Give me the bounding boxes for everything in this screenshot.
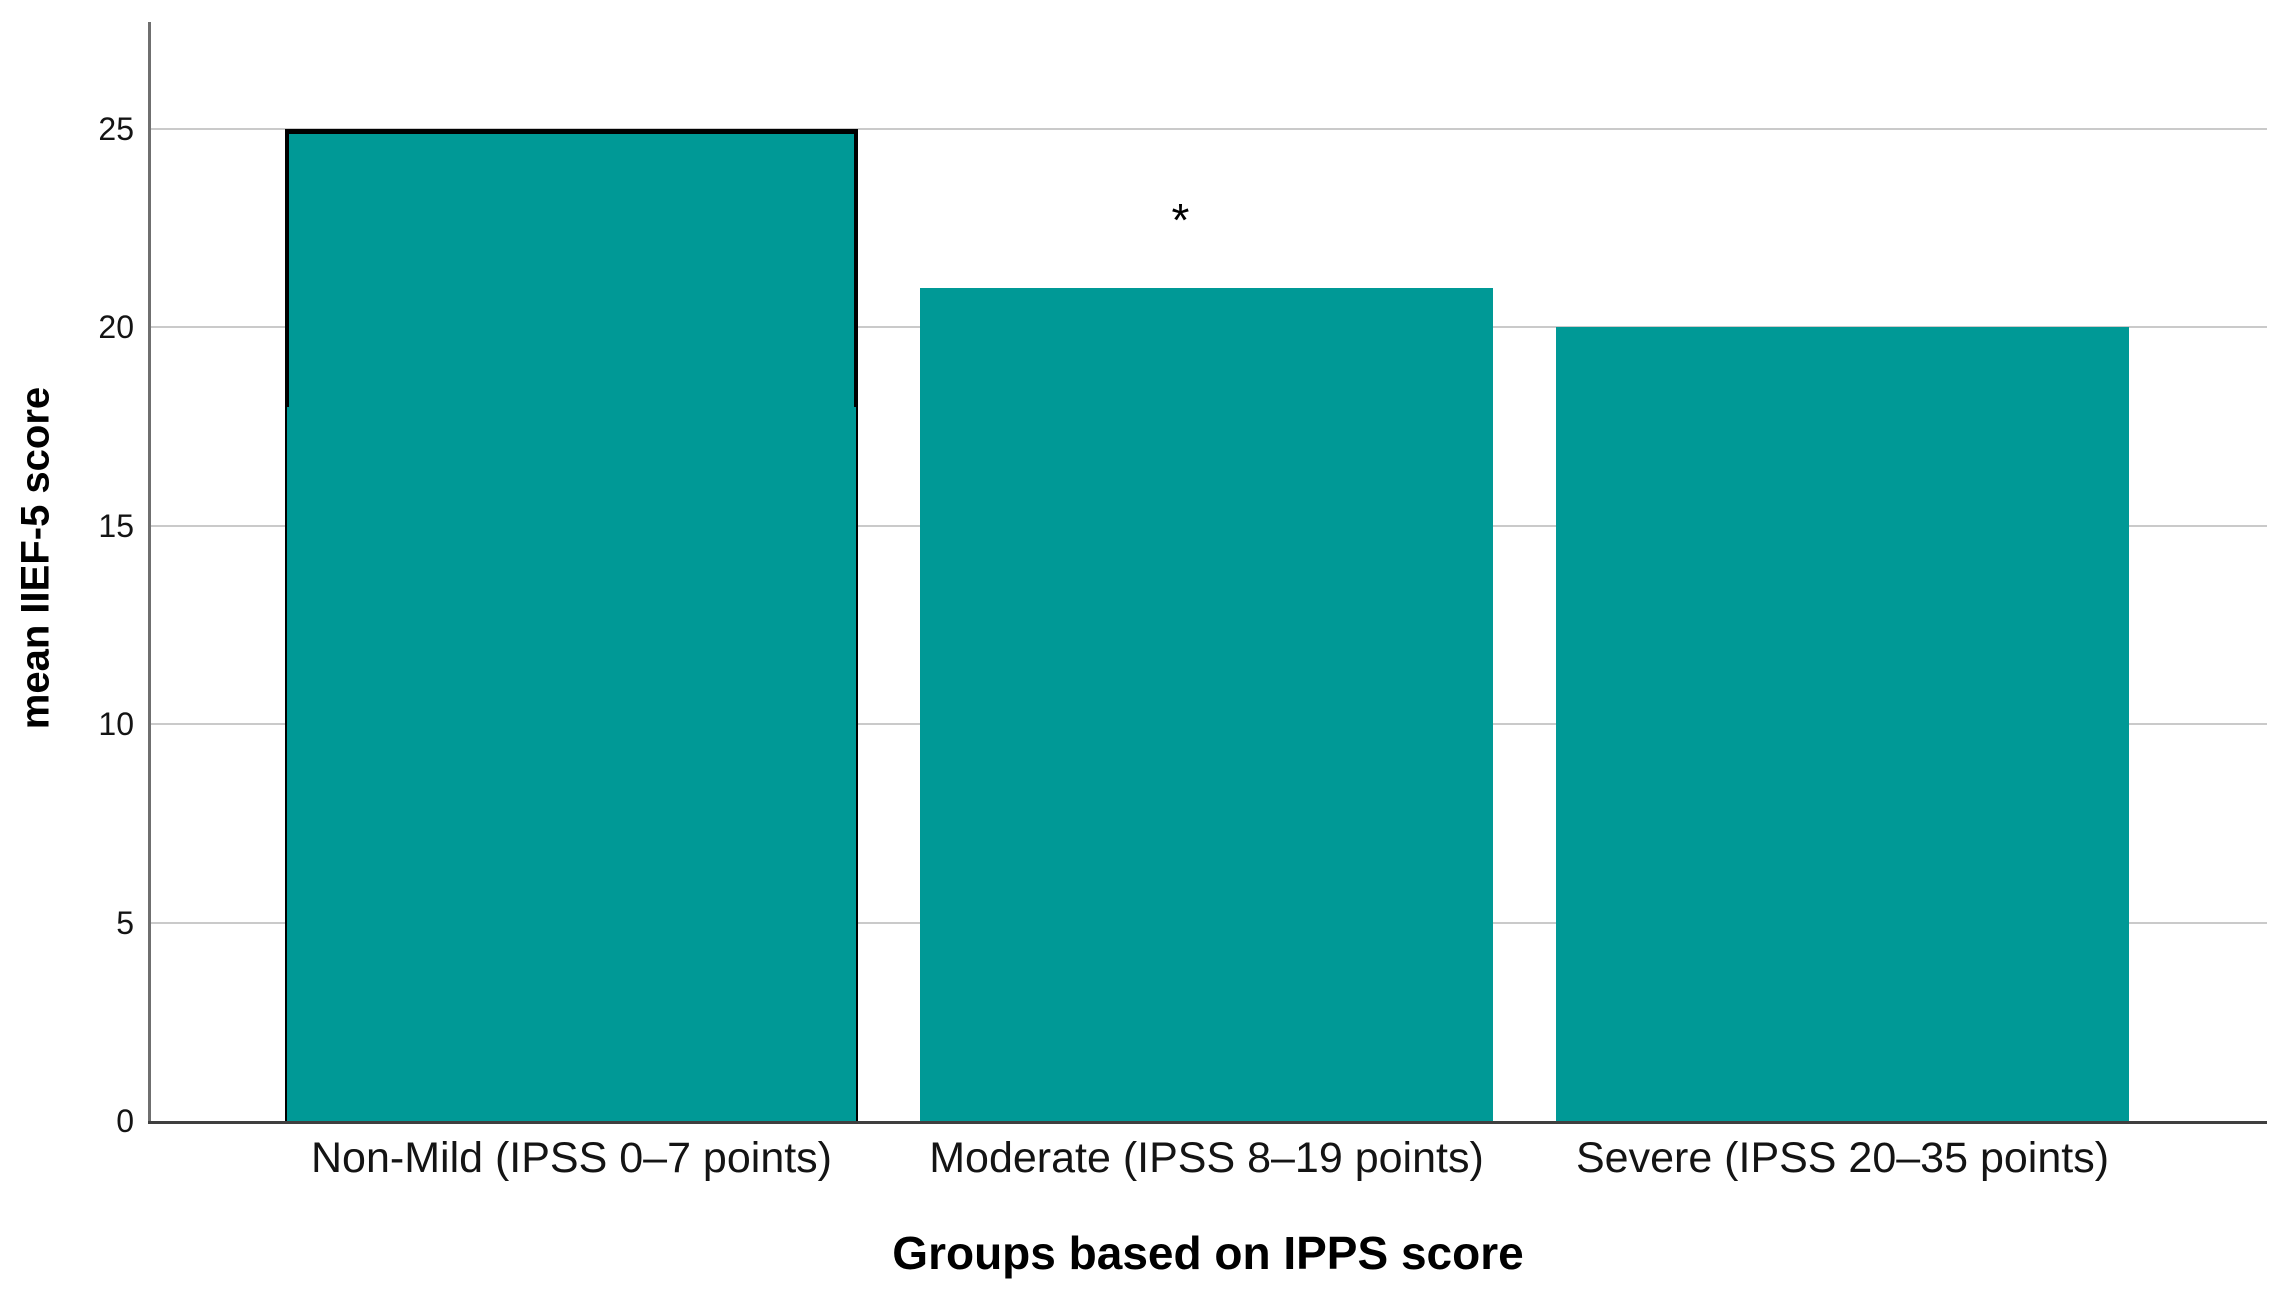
y-axis-line <box>148 22 151 1124</box>
y-tick-label-20: 20 <box>98 309 134 346</box>
y-tick-label-25: 25 <box>98 111 134 148</box>
y-tick-label-10: 10 <box>98 706 134 743</box>
x-tick-label-2: Severe (IPSS 20–35 points) <box>1575 1134 2110 1182</box>
x-axis-line <box>148 1121 2267 1124</box>
gridline-y-25 <box>150 128 2267 131</box>
y-tick-label-5: 5 <box>116 904 134 941</box>
y-tick-label-0: 0 <box>116 1103 134 1139</box>
y-axis-title: mean IIEF-5 score <box>13 386 58 730</box>
bar-2 <box>1556 327 2129 1123</box>
bar-0 <box>285 129 858 1123</box>
x-tick-label-0: Non-Mild (IPSS 0–7 points) <box>311 1134 832 1182</box>
bar-highlight-outline <box>285 129 858 407</box>
x-axis-title: Groups based on IPPS score <box>892 1227 1524 1279</box>
y-tick-label-15: 15 <box>98 507 134 544</box>
x-tick-label-1: Moderate (IPSS 8–19 points) <box>929 1134 1484 1182</box>
significance-asterisk: * <box>1171 194 1190 247</box>
bar-1 <box>920 287 1493 1123</box>
